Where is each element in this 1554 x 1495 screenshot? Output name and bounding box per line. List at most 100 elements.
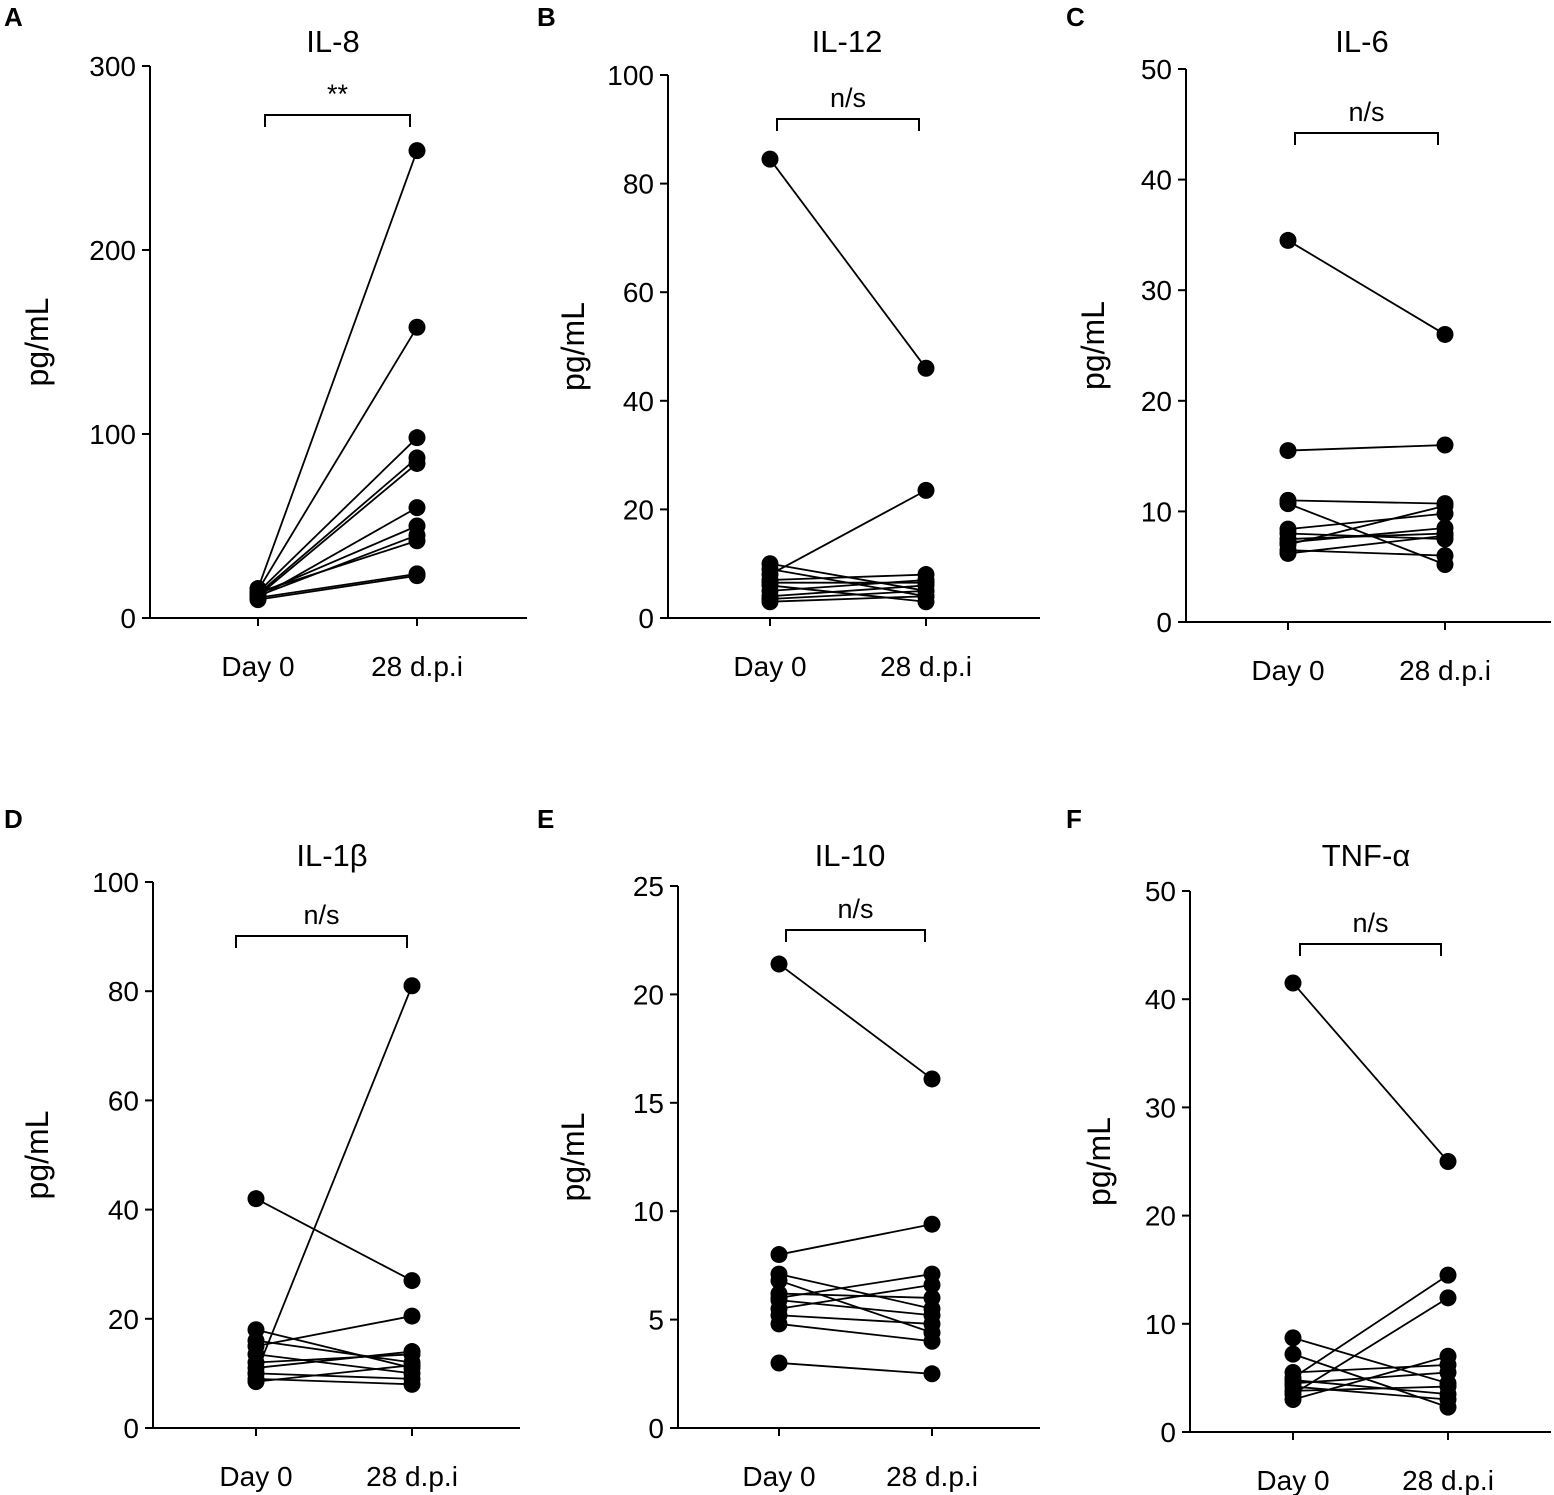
- data-point-day0: [761, 574, 779, 592]
- x-category-label: Day 0: [1251, 655, 1324, 686]
- data-point-28dpi: [923, 1289, 941, 1307]
- significance-bracket: [1294, 132, 1439, 145]
- y-tick-label: 10: [633, 1196, 664, 1227]
- data-point-day0: [1284, 1329, 1302, 1347]
- pair-line: [257, 462, 418, 597]
- data-point-28dpi: [408, 499, 426, 517]
- y-axis-label: pg/mL: [1081, 1117, 1117, 1206]
- data-point-28dpi: [1439, 1391, 1457, 1409]
- y-tick-label: 40: [108, 1195, 139, 1226]
- data-point-28dpi: [1439, 1363, 1457, 1381]
- chart-title: TNF-α: [1322, 838, 1411, 873]
- chart-title: IL-1β: [296, 838, 367, 873]
- data-point-28dpi: [1439, 1289, 1457, 1307]
- significance-bracket: [235, 935, 408, 948]
- pair-line: [778, 1299, 933, 1317]
- pair-line: [1287, 499, 1446, 505]
- significance-label: n/s: [1352, 908, 1388, 938]
- data-point-28dpi: [408, 318, 426, 336]
- y-tick-label: 0: [1156, 607, 1172, 638]
- data-point-28dpi: [1439, 1347, 1457, 1365]
- chart-title: IL-12: [812, 24, 883, 59]
- pair-line: [1287, 527, 1446, 544]
- data-point-28dpi: [403, 1343, 421, 1361]
- pair-line: [257, 574, 418, 601]
- data-point-day0: [247, 1373, 265, 1391]
- y-tick-label: 300: [89, 51, 136, 82]
- pair-line: [257, 539, 418, 594]
- y-tick-label: 20: [1145, 1201, 1176, 1232]
- pair-line: [1287, 512, 1446, 530]
- data-point-28dpi: [408, 567, 426, 585]
- pair-line: [778, 1362, 933, 1375]
- pair-line: [255, 1377, 413, 1386]
- data-point-28dpi: [923, 1332, 941, 1350]
- panel-d: D IL-1β 0 20 40 60 80 100 Day 0 28 d.p.i pg/mL n/s: [4, 804, 520, 1492]
- panel-letter: C: [1066, 2, 1085, 32]
- y-tick-label: 20: [633, 979, 664, 1010]
- y-tick-label: 200: [89, 235, 136, 266]
- data-point-28dpi: [1439, 1153, 1457, 1170]
- data-point-28dpi: [917, 359, 935, 377]
- y-tick-label: 100: [607, 60, 654, 91]
- pair-line: [769, 573, 927, 581]
- pair-line: [255, 1328, 413, 1369]
- y-tick-label: 60: [623, 277, 654, 308]
- pair-line: [778, 963, 933, 1080]
- pair-line: [255, 1197, 413, 1282]
- pair-line: [778, 1284, 933, 1310]
- pair-line: [255, 985, 413, 1374]
- significance-bracket: [1299, 943, 1442, 956]
- y-tick-label: 10: [1145, 1309, 1176, 1340]
- y-axis-label: pg/mL: [19, 298, 55, 387]
- y-tick-label: 20: [623, 494, 654, 525]
- y-tick-label: 0: [1160, 1417, 1176, 1448]
- pair-line: [255, 1372, 413, 1380]
- y-tick-label: 40: [1141, 165, 1172, 196]
- pair-line: [769, 584, 927, 598]
- data-point-28dpi: [923, 1315, 941, 1333]
- x-category-label: Day 0: [1256, 1465, 1329, 1495]
- y-tick-label: 15: [633, 1088, 664, 1119]
- data-point-28dpi: [403, 1307, 421, 1325]
- data-point-day0: [1279, 231, 1297, 249]
- pair-line: [778, 1279, 933, 1334]
- pair-line: [1287, 504, 1446, 546]
- x-category-label: 28 d.p.i: [371, 651, 463, 682]
- pair-line: [255, 1364, 413, 1383]
- x-category-label: 28 d.p.i: [886, 1461, 978, 1492]
- data-point-28dpi: [408, 142, 426, 160]
- pair-line: [1292, 982, 1449, 1163]
- y-tick-label: 50: [1141, 54, 1172, 85]
- pair-line: [1292, 1337, 1449, 1385]
- x-category-label: 28 d.p.i: [366, 1461, 458, 1492]
- x-category-label: Day 0: [219, 1461, 292, 1492]
- y-tick-label: 25: [633, 871, 664, 902]
- data-point-day0: [770, 1246, 788, 1264]
- y-tick-label: 100: [92, 867, 139, 898]
- data-point-day0: [761, 593, 779, 611]
- significance-label: **: [327, 79, 349, 109]
- significance-label: n/s: [830, 83, 866, 113]
- data-point-28dpi: [923, 1276, 941, 1294]
- panel-c: C IL-6 0 10 20 30 40 50 Day 0 28 d.p.i pg/mL n/s: [1066, 2, 1551, 686]
- data-point-day0: [770, 1354, 788, 1372]
- pair-line: [257, 457, 418, 595]
- chart-title: IL-10: [815, 838, 886, 873]
- y-tick-label: 40: [623, 386, 654, 417]
- pair-line: [769, 489, 927, 576]
- pair-line: [255, 1339, 413, 1364]
- data-point-28dpi: [403, 1272, 421, 1290]
- pair-line: [778, 1323, 933, 1343]
- data-point-28dpi: [923, 1215, 941, 1233]
- data-point-28dpi: [1436, 519, 1454, 537]
- pair-line: [778, 1223, 933, 1256]
- x-category-label: Day 0: [742, 1461, 815, 1492]
- panel-b: B IL-12 0 20 40 60 80 100 Day 0 28 d.p.i pg/mL n/s: [537, 2, 1040, 682]
- pair-line: [769, 589, 927, 600]
- pair-line: [257, 326, 418, 591]
- data-point-day0: [1279, 442, 1297, 460]
- data-point-day0: [1284, 974, 1302, 992]
- pair-line: [778, 1273, 933, 1299]
- pair-line: [257, 150, 418, 589]
